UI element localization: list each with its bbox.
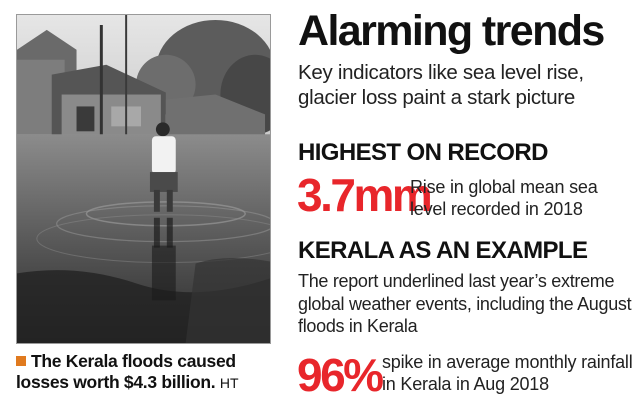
- rainfall-text: spike in average monthly rainfall in Ker…: [382, 352, 633, 394]
- sea-level-text: Rise in global mean sea level recorded i…: [410, 177, 598, 219]
- photo-credit: HT: [219, 375, 239, 391]
- rainfall-value: 96%: [297, 349, 384, 401]
- square-bullet-icon: [16, 356, 26, 366]
- photo-caption: The Kerala floods caused losses worth $4…: [16, 351, 278, 394]
- kerala-paragraph: The report underlined last year’s extrem…: [298, 271, 632, 336]
- flood-photo: [16, 14, 271, 344]
- flood-scene-icon: [17, 15, 270, 343]
- section-heading-kerala: KERALA AS AN EXAMPLE: [298, 237, 588, 264]
- headline: Alarming trends: [298, 7, 605, 55]
- caption-text: The Kerala floods caused losses worth $4…: [16, 351, 236, 392]
- sea-level-value: 3.7mm: [297, 169, 433, 221]
- section-heading-record: HIGHEST ON RECORD: [298, 139, 548, 166]
- subheadline: Key indicators like sea level rise, glac…: [298, 61, 584, 109]
